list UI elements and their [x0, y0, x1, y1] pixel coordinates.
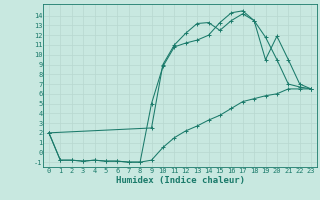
- X-axis label: Humidex (Indice chaleur): Humidex (Indice chaleur): [116, 176, 244, 185]
